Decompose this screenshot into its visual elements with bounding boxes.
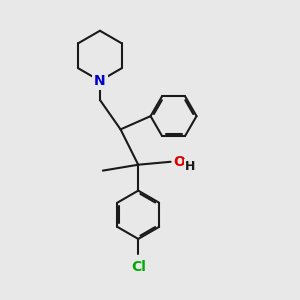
Text: N: N — [94, 74, 106, 88]
Text: O: O — [173, 155, 185, 169]
Text: Cl: Cl — [131, 260, 146, 274]
Text: H: H — [184, 160, 195, 173]
